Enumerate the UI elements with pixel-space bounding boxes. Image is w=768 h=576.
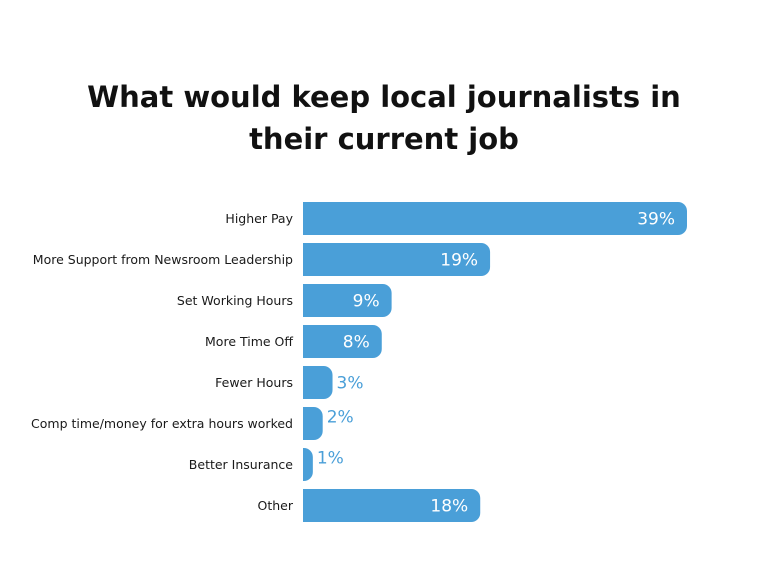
category-label: Higher Pay	[225, 211, 293, 226]
value-label: 39%	[637, 210, 675, 230]
value-label: 8%	[343, 333, 370, 353]
category-label: Set Working Hours	[177, 293, 293, 308]
chart-title-line-2: their current job	[249, 122, 519, 156]
bar	[303, 243, 491, 276]
chart-title: What would keep local journalists in the…	[84, 76, 684, 160]
value-label: 1%	[317, 449, 344, 469]
category-label: More Time Off	[205, 334, 293, 349]
value-label: 18%	[430, 497, 468, 517]
value-label: 3%	[337, 374, 364, 394]
category-label: More Support from Newsroom Leadership	[33, 252, 293, 267]
value-label: 9%	[353, 292, 380, 312]
category-label: Better Insurance	[189, 457, 294, 472]
category-label: Other	[258, 498, 294, 513]
bar	[303, 448, 313, 481]
chart-title-line-1: What would keep local journalists in	[87, 80, 681, 114]
category-label: Comp time/money for extra hours worked	[31, 416, 293, 431]
bar	[303, 489, 481, 522]
value-label: 19%	[440, 251, 478, 271]
category-label: Fewer Hours	[215, 375, 293, 390]
value-label: 2%	[327, 408, 354, 428]
bar	[303, 325, 382, 358]
bar	[303, 284, 392, 317]
bar	[303, 407, 323, 440]
bar	[303, 202, 687, 235]
bar	[303, 366, 333, 399]
